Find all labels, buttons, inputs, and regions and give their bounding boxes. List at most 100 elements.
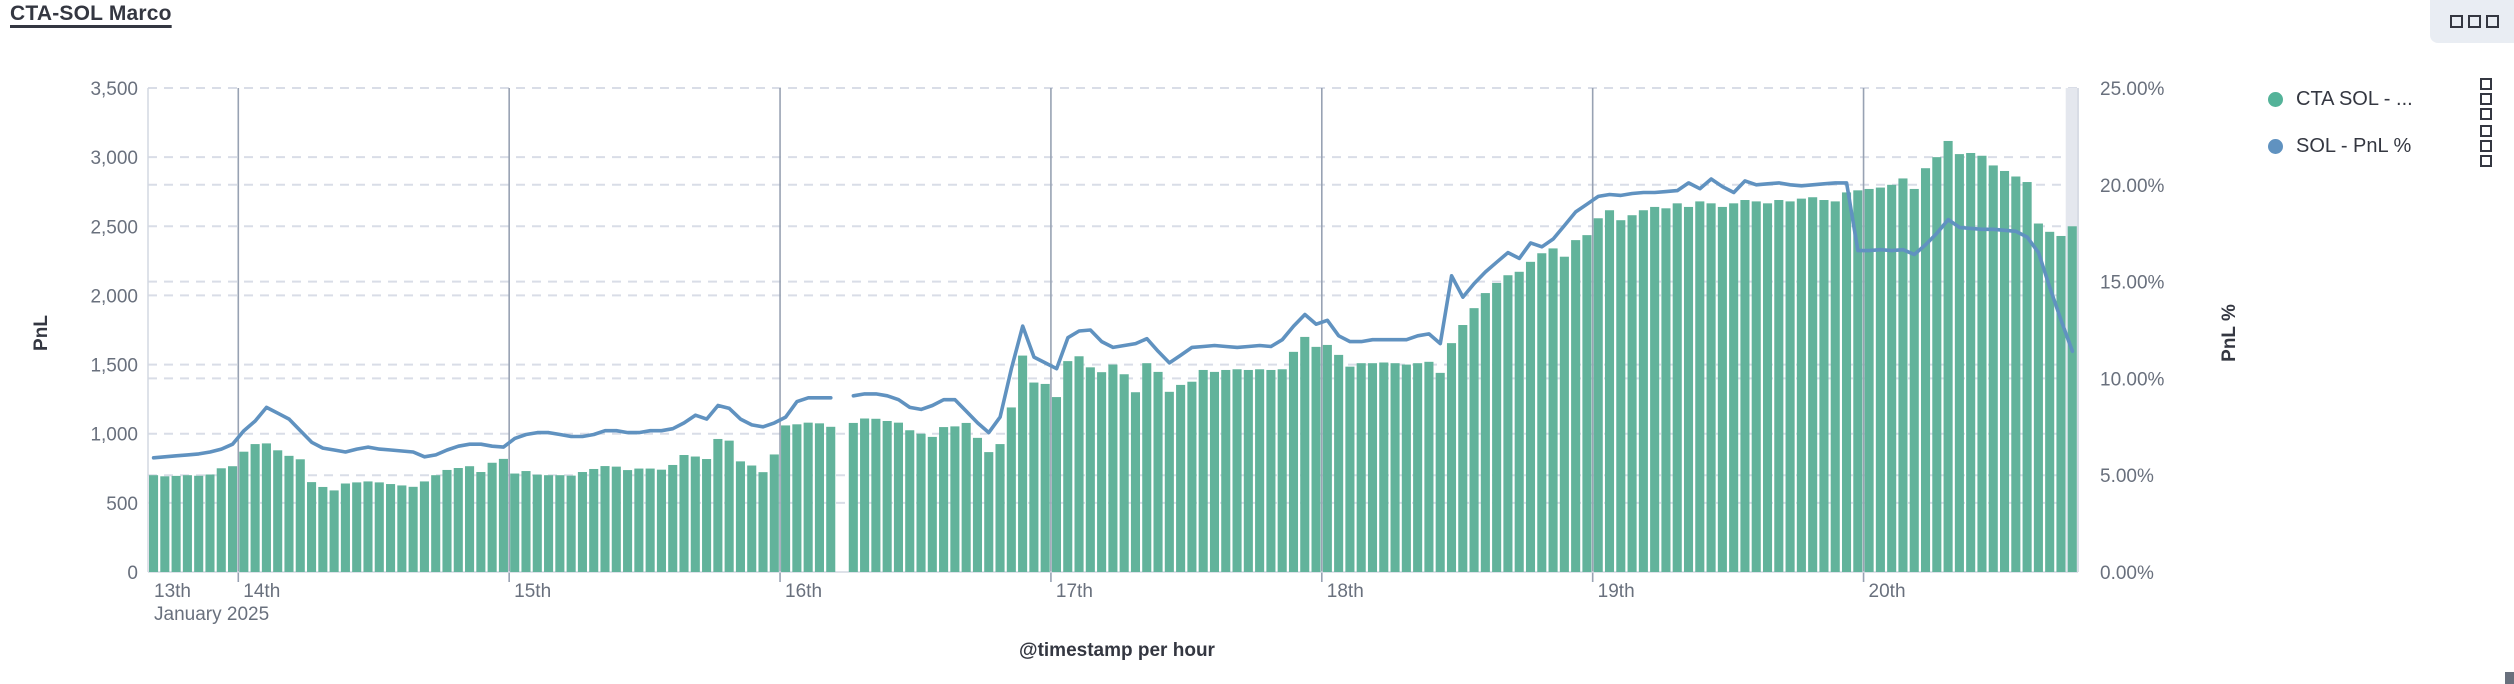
bar[interactable] <box>848 422 858 572</box>
bar[interactable] <box>397 485 407 572</box>
bar[interactable] <box>363 481 373 572</box>
bar[interactable] <box>1582 235 1592 573</box>
bar[interactable] <box>510 473 520 572</box>
bar[interactable] <box>1345 366 1355 572</box>
bar[interactable] <box>1796 198 1806 572</box>
bar[interactable] <box>284 455 294 572</box>
bar[interactable] <box>1830 201 1840 572</box>
bar[interactable] <box>2067 226 2077 573</box>
bar[interactable] <box>1153 371 1163 572</box>
bar[interactable] <box>1661 208 1671 572</box>
bar[interactable] <box>1999 170 2010 572</box>
bar[interactable] <box>1503 275 1513 572</box>
bar[interactable] <box>758 472 768 572</box>
bar[interactable] <box>1356 363 1366 572</box>
bar[interactable] <box>634 468 644 572</box>
bar[interactable] <box>1604 210 1615 572</box>
bar-series[interactable] <box>149 140 2077 573</box>
bar[interactable] <box>1853 190 1863 572</box>
bar[interactable] <box>465 466 475 572</box>
bar[interactable] <box>735 461 745 572</box>
bar[interactable] <box>1762 203 1773 572</box>
bar[interactable] <box>860 418 870 572</box>
bar[interactable] <box>544 475 554 572</box>
bar[interactable] <box>442 469 452 572</box>
bar[interactable] <box>1480 293 1490 572</box>
bar[interactable] <box>1740 200 1750 573</box>
bar[interactable] <box>1514 271 1524 572</box>
bar[interactable] <box>1446 343 1457 572</box>
bar[interactable] <box>623 470 633 572</box>
bar[interactable] <box>1729 203 1739 572</box>
bar[interactable] <box>1255 369 1265 572</box>
bar[interactable] <box>577 472 587 572</box>
bar[interactable] <box>1334 354 1344 572</box>
bar[interactable] <box>2022 182 2032 572</box>
bar[interactable] <box>431 475 441 572</box>
bar[interactable] <box>1435 372 1445 572</box>
bar[interactable] <box>2045 231 2055 572</box>
bar[interactable] <box>1029 382 1039 572</box>
bar[interactable] <box>1266 369 1276 572</box>
bar[interactable] <box>1424 361 1434 572</box>
bar[interactable] <box>1717 206 1727 572</box>
bar[interactable] <box>182 475 192 572</box>
bar[interactable] <box>1593 218 1603 572</box>
bar[interactable] <box>453 468 463 572</box>
bar[interactable] <box>1864 188 1874 572</box>
bar[interactable] <box>1221 369 1231 572</box>
bar[interactable] <box>1243 369 1253 572</box>
bar[interactable] <box>1187 381 1197 572</box>
bar[interactable] <box>386 484 396 572</box>
bar[interactable] <box>611 466 621 572</box>
bar[interactable] <box>1672 203 1682 572</box>
bar[interactable] <box>340 483 350 572</box>
bar[interactable] <box>1751 201 1761 572</box>
bar[interactable] <box>1108 364 1118 572</box>
bar[interactable] <box>295 459 305 572</box>
bar[interactable] <box>487 462 497 572</box>
bar[interactable] <box>1085 367 1095 572</box>
bar[interactable] <box>1164 391 1174 572</box>
bar[interactable] <box>747 465 757 572</box>
bar[interactable] <box>307 482 317 572</box>
bar[interactable] <box>1311 346 1321 572</box>
bar[interactable] <box>1277 369 1287 572</box>
bar[interactable] <box>1638 210 1648 572</box>
bar[interactable] <box>1209 371 1220 572</box>
bar[interactable] <box>1492 282 1502 572</box>
bar[interactable] <box>1571 240 1581 572</box>
bar[interactable] <box>1119 374 1129 572</box>
bar[interactable] <box>160 476 170 572</box>
bar[interactable] <box>2056 235 2066 573</box>
bar[interactable] <box>1841 192 1852 573</box>
legend-label[interactable]: CTA SOL - ... <box>2296 87 2413 110</box>
bar[interactable] <box>882 420 892 572</box>
bar[interactable] <box>419 481 429 572</box>
bar[interactable] <box>905 430 915 572</box>
bar[interactable] <box>724 440 734 572</box>
bar[interactable] <box>408 486 418 572</box>
bar[interactable] <box>1887 184 1897 573</box>
bar[interactable] <box>1130 392 1141 572</box>
legend-actions-icon[interactable] <box>2478 76 2494 122</box>
bar[interactable] <box>656 469 666 572</box>
bar[interactable] <box>1898 178 1908 573</box>
bar[interactable] <box>1097 372 1107 572</box>
bar[interactable] <box>2011 176 2021 572</box>
bar[interactable] <box>871 418 881 572</box>
bar[interactable] <box>803 422 813 572</box>
line-path[interactable] <box>851 177 2075 435</box>
bar[interactable] <box>1142 363 1152 572</box>
bar[interactable] <box>1875 187 1885 572</box>
bar[interactable] <box>589 468 599 572</box>
bar[interactable] <box>273 450 283 572</box>
bar[interactable] <box>1051 397 1062 572</box>
bar[interactable] <box>1683 206 1694 572</box>
bar[interactable] <box>1616 220 1626 572</box>
bar[interactable] <box>668 464 678 572</box>
bar[interactable] <box>1977 155 1987 572</box>
bar[interactable] <box>555 475 565 572</box>
bar[interactable] <box>1785 201 1795 572</box>
panel-options-button[interactable] <box>2430 0 2514 43</box>
